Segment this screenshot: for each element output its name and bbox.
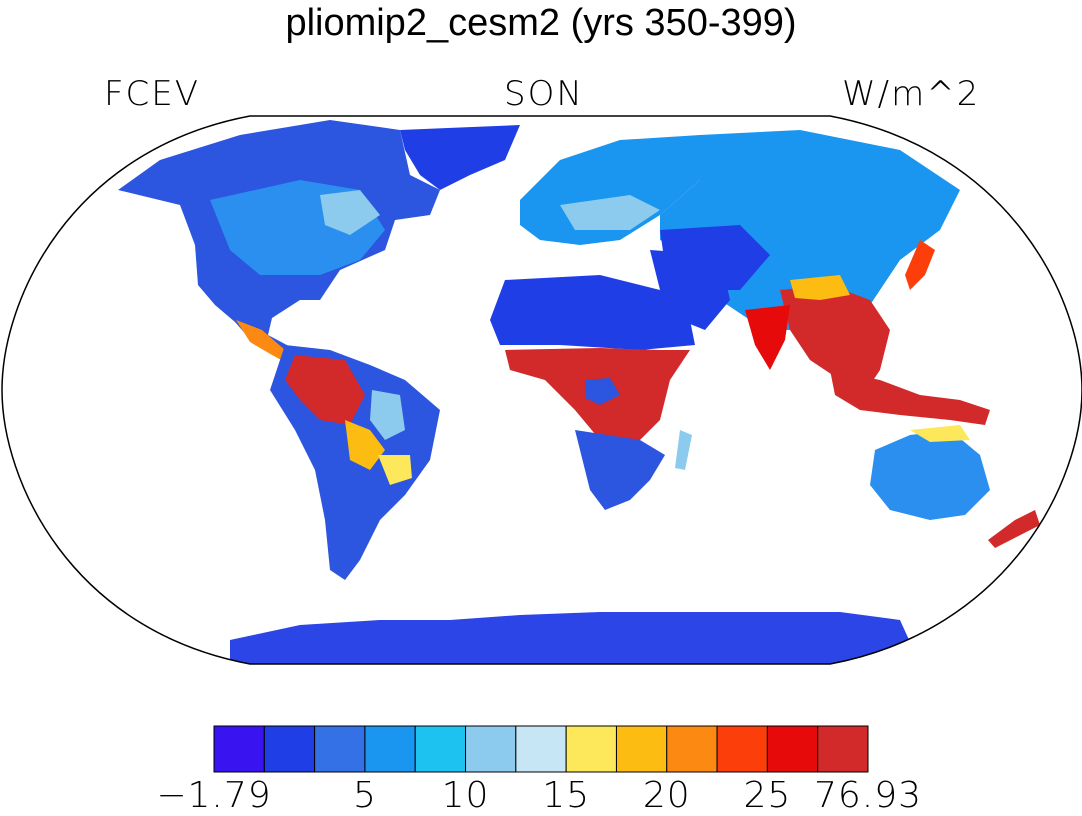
colorbar [213,725,869,773]
colorbar-swatch [364,725,416,773]
colorbar-tick-label: 25 [743,775,792,816]
new-zealand-red [988,510,1040,548]
colorbar-tick-label: 5 [352,775,377,816]
colorbar-tick-label: −1.79 [156,775,272,816]
africa-south-region [575,430,665,510]
colorbar-swatch [666,725,718,773]
globe-outline [1,115,1082,665]
colorbar-tick-label: 76.93 [813,775,923,816]
colorbar-tick-label: 15 [542,775,591,816]
brazil-yellow [378,455,412,485]
colorbar-swatch [314,725,366,773]
colorbar-swatch [515,725,567,773]
colorbar-swatch [263,725,316,773]
colorbar-swatch [565,725,617,773]
congo-blue [585,378,620,405]
amazon-orange [345,420,385,470]
amazon-hot [285,355,365,425]
antarctica-region [230,612,920,664]
colorbar-tick-label: 20 [642,775,691,816]
units-label: W/m^2 [842,74,981,114]
colorbar-tick-label: 10 [441,775,490,816]
south-asia-hot [780,285,890,400]
india-hot [745,305,790,370]
southamerica-light [370,390,405,440]
greenland-region [400,125,520,190]
indonesia-hot [830,370,990,425]
canada-lightblue [320,190,380,235]
land-field [118,120,1040,664]
africa-north-region [490,275,695,350]
colorbar-swatch [817,725,869,773]
season-label: SON [504,74,584,114]
colorbar-swatch [465,725,517,773]
australia-north-yellow [910,425,970,442]
map-title: pliomip2_cesm2 (yrs 350-399) [285,2,797,44]
australia-region [870,430,990,520]
colorbar-swatch [414,725,467,773]
colorbar-swatch [615,725,668,773]
japan-red [905,240,935,290]
variable-label: FCEV [104,74,201,114]
colorbar-swatch [766,725,819,773]
tibet-orange [790,275,850,300]
europe-light [560,195,660,230]
colorbar-swatch [716,725,768,773]
colorbar-swatch [213,725,265,773]
madagascar-region [675,430,692,470]
middle-east-region [650,250,730,330]
